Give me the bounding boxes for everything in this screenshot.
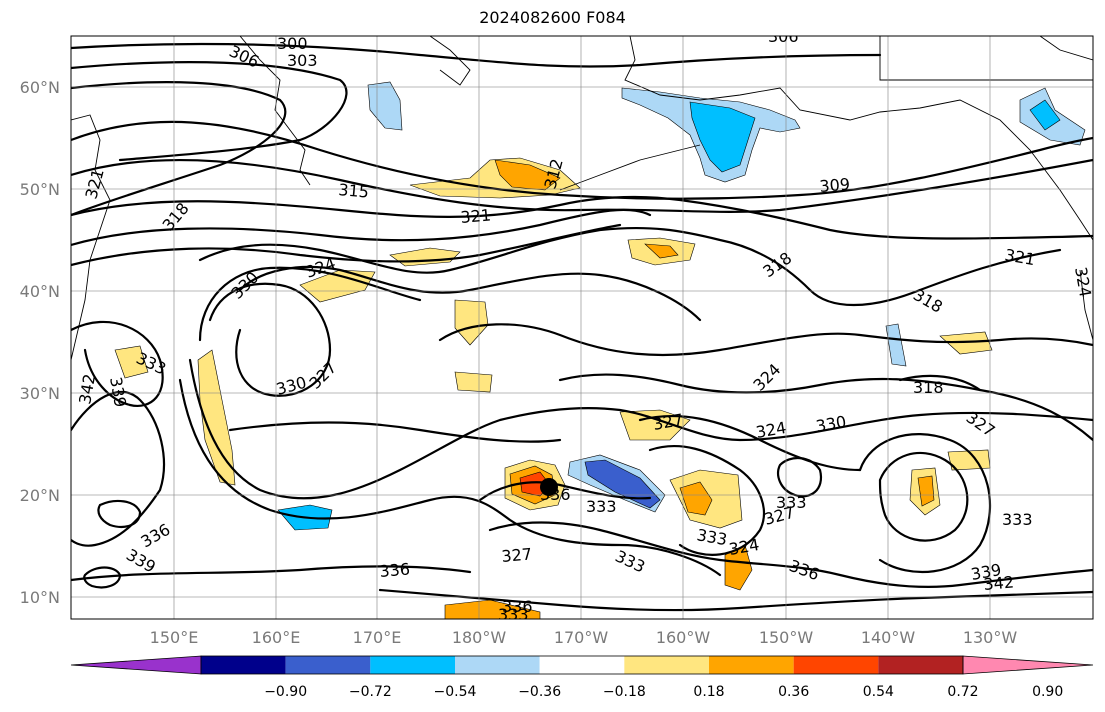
lon-tick-label: 180°W bbox=[452, 628, 507, 647]
contour-label: 309 bbox=[819, 174, 851, 196]
contour-label: 336 bbox=[502, 597, 533, 616]
blue-region-140w bbox=[885, 323, 907, 367]
contour-label: 318 bbox=[913, 378, 944, 397]
contour-label: 300 bbox=[277, 34, 308, 53]
colorbar-tick-label: −0.18 bbox=[603, 684, 646, 700]
map-title: 2024082600 F084 bbox=[479, 8, 626, 27]
colorbar-swatch bbox=[624, 656, 709, 674]
colorbar-tick-label: −0.54 bbox=[434, 684, 477, 700]
contour-label: 306 bbox=[768, 27, 799, 46]
lon-tick-label: 170°E bbox=[353, 628, 402, 647]
colorbar-swatch bbox=[285, 656, 371, 674]
blue-region-alaska-core bbox=[689, 101, 756, 173]
lat-tick-label: 60°N bbox=[20, 78, 60, 97]
colorbar-swatch bbox=[793, 656, 879, 674]
lat-axis: 60°N 50°N 40°N 30°N 20°N 10°N bbox=[20, 78, 60, 607]
blue-region-kamchatka bbox=[367, 81, 403, 131]
colorbar-swatch bbox=[370, 656, 455, 674]
yellow-region-kurils bbox=[299, 269, 376, 303]
contour-label: 327 bbox=[501, 544, 533, 566]
contour-label: 342 bbox=[983, 572, 1015, 594]
orange-region-140w bbox=[917, 475, 935, 507]
lon-tick-label: 150°W bbox=[759, 628, 814, 647]
coastlines bbox=[71, 36, 1093, 361]
orange-region-160w bbox=[679, 481, 713, 516]
colorbar-swatch bbox=[455, 656, 540, 674]
contour-label: 333 bbox=[498, 605, 529, 624]
contour-label: 333 bbox=[1002, 510, 1033, 529]
lat-tick-label: 50°N bbox=[20, 180, 60, 199]
contour-label: 333 bbox=[776, 493, 807, 512]
lat-tick-label: 40°N bbox=[20, 282, 60, 301]
yellow-region-west-arc bbox=[197, 349, 236, 486]
yellow-region-165w bbox=[619, 409, 691, 441]
lat-tick-label: 20°N bbox=[20, 486, 60, 505]
plot-frame bbox=[70, 35, 1094, 620]
colorbar-swatch bbox=[709, 656, 794, 674]
yellow-region-35n bbox=[454, 371, 493, 393]
shading-layer bbox=[114, 81, 1086, 619]
lon-tick-label: 140°W bbox=[861, 628, 916, 647]
contour-label: 324 bbox=[1071, 265, 1095, 298]
contour-lines bbox=[71, 42, 1093, 612]
blue-region-canada-core bbox=[1029, 99, 1061, 131]
contour-label: 315 bbox=[338, 180, 370, 202]
colorbar: −0.90 −0.72 −0.54 −0.36 −0.18 0.18 0.36 0.54 0.7… bbox=[70, 655, 1094, 700]
colorbar-swatch bbox=[878, 656, 963, 674]
colorbar-tick-label: 0.90 bbox=[1032, 684, 1063, 700]
contour-label: 336 bbox=[379, 559, 411, 581]
colorbar-tick-label: 0.18 bbox=[693, 684, 724, 700]
gridlines bbox=[71, 36, 1093, 619]
contour-label: 336 bbox=[540, 485, 571, 504]
contour-label: 333 bbox=[586, 497, 617, 516]
darkblue-region-band bbox=[584, 459, 661, 509]
lat-tick-label: 10°N bbox=[20, 588, 60, 607]
lon-tick-label: 150°E bbox=[150, 628, 199, 647]
colorbar-tick-label: −0.36 bbox=[518, 684, 561, 700]
colorbar-swatch bbox=[539, 656, 625, 674]
lon-axis: 150°E 160°E 170°E 180°W 170°W 160°W 150°… bbox=[150, 628, 1018, 647]
yellow-region-310e bbox=[114, 345, 149, 379]
colorbar-tick-label: 0.72 bbox=[947, 684, 978, 700]
lon-tick-label: 160°W bbox=[656, 628, 711, 647]
contour-label: 321 bbox=[460, 205, 492, 227]
orange-region-aleutians bbox=[494, 159, 561, 191]
plot-area bbox=[71, 36, 1093, 619]
yellow-region-135w bbox=[939, 331, 993, 355]
colorbar-swatch bbox=[201, 656, 286, 674]
storm-center-marker bbox=[540, 478, 558, 496]
orange-region-180 bbox=[644, 243, 679, 259]
lon-tick-label: 130°W bbox=[963, 628, 1018, 647]
colorbar-frame bbox=[200, 655, 964, 675]
colorbar-tick-label: −0.90 bbox=[264, 684, 307, 700]
colorbar-tick-label: −0.72 bbox=[349, 684, 392, 700]
colorbar-extend-max bbox=[962, 655, 1094, 675]
colorbar-tick-label: 0.36 bbox=[778, 684, 809, 700]
colorbar-extend-min bbox=[70, 655, 202, 675]
colorbar-tick-label: 0.54 bbox=[863, 684, 894, 700]
lon-tick-label: 170°W bbox=[554, 628, 609, 647]
lon-tick-label: 160°E bbox=[252, 628, 301, 647]
lat-tick-label: 30°N bbox=[20, 384, 60, 403]
contour-label: 303 bbox=[287, 51, 318, 70]
